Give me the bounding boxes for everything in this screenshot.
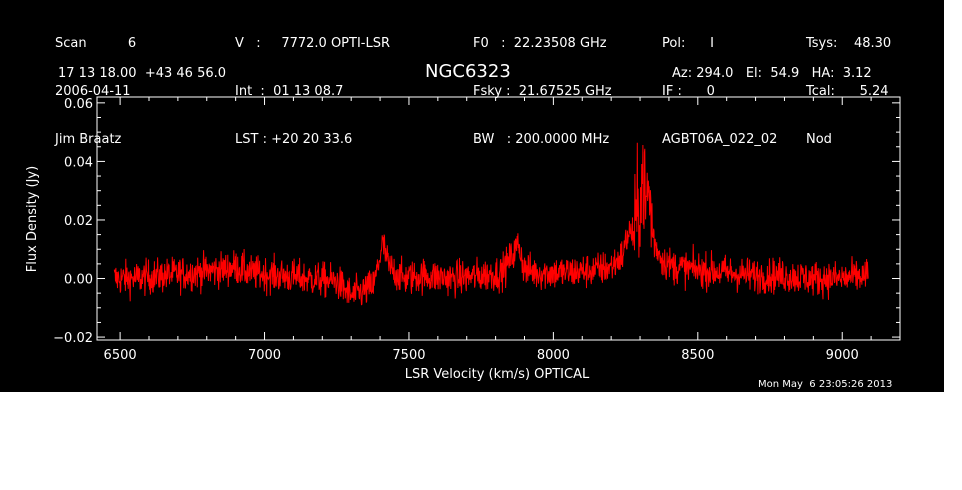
- spectrum-line: [113, 142, 869, 306]
- header-observer: Jim Braatz: [55, 132, 122, 147]
- plot-timestamp: Mon May 6 23:05:26 2013: [758, 379, 893, 390]
- header-lst: LST : +20 20 33.6: [235, 132, 353, 147]
- y-axis-label: Flux Density (Jy): [25, 166, 40, 272]
- header-scan: Scan 6: [55, 36, 137, 51]
- header-velocity: V : 7772.0 OPTI-LSR: [235, 36, 391, 51]
- header-project: AGBT06A_022_02: [662, 132, 778, 147]
- header-date: 2006-04-11: [55, 84, 131, 99]
- header-col-tsys: Tsys: 48.30 Tcal: 5.24 Nod: [806, 4, 891, 180]
- object-name: NGC6323: [425, 61, 511, 82]
- header-azel: Az: 294.0 El: 54.9 HA: 3.12: [672, 66, 872, 81]
- header-bw: BW : 200.0000 MHz: [473, 132, 610, 147]
- header-f0: F0 : 22.23508 GHz: [473, 36, 607, 51]
- tick-group: 6500 7000 7500 8000 8500 9000 −0.02 0.00 0.02 0.0…: [53, 97, 900, 363]
- header-col-scan: Scan 6 2006-04-11 Jim Braatz: [55, 4, 136, 180]
- header-if: IF : 0: [662, 84, 715, 99]
- header-col-velocity: V : 7772.0 OPTI-LSR Int : 01 13 08.7 LST…: [235, 4, 390, 180]
- y-tick-label: 0.04: [64, 155, 93, 170]
- header-tsys: Tsys: 48.30: [806, 36, 892, 51]
- header-pol: Pol: I: [662, 36, 714, 51]
- spectrum-chart: 6500 7000 7500 8000 8500 9000 −0.02 0.00 0.02 0.0…: [25, 96, 901, 382]
- y-tick-label: 0.02: [64, 214, 93, 229]
- x-tick-label: 9000: [826, 348, 859, 363]
- x-axis-label: LSR Velocity (km/s) OPTICAL: [405, 367, 590, 382]
- y-tick-label: 0.06: [64, 97, 93, 112]
- header-col-pol: Pol: I IF : 0 AGBT06A_022_02: [662, 4, 777, 180]
- header-col-frequency: F0 : 22.23508 GHz Fsky : 21.67525 GHz BW…: [473, 4, 612, 180]
- y-tick-label: −0.02: [53, 331, 93, 346]
- plot-panel: Scan 6 2006-04-11 Jim Braatz V : 7772.0 …: [0, 0, 944, 392]
- x-tick-label: 6500: [104, 348, 137, 363]
- header-coords: 17 13 18.00 +43 46 56.0: [58, 66, 227, 81]
- plot-frame: [96, 96, 901, 341]
- y-tick-label: 0.00: [64, 273, 93, 288]
- header-integration: Int : 01 13 08.7: [235, 84, 344, 99]
- header-tcal: Tcal: 5.24: [806, 84, 889, 99]
- x-tick-label: 8000: [537, 348, 570, 363]
- x-tick-label: 7500: [392, 348, 425, 363]
- header-fsky: Fsky : 21.67525 GHz: [473, 84, 612, 99]
- x-tick-label: 8500: [681, 348, 714, 363]
- header-nod: Nod: [806, 132, 832, 147]
- x-tick-label: 7000: [248, 348, 281, 363]
